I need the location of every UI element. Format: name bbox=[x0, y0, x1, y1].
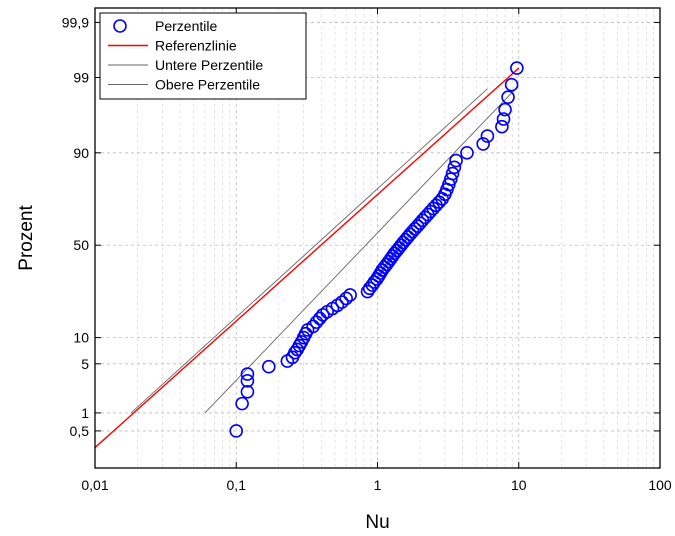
legend-swatch bbox=[113, 19, 127, 33]
y-tick-label: 90 bbox=[73, 145, 89, 161]
data-point bbox=[443, 172, 458, 187]
legend: Perzentile Referenzlinie Untere Perzentile… bbox=[99, 12, 307, 100]
data-point bbox=[445, 166, 460, 181]
legend-entry-label: Referenzlinie bbox=[155, 38, 237, 54]
data-point bbox=[495, 119, 509, 134]
legend-entry-label: Perzentile bbox=[155, 18, 217, 34]
data-point bbox=[449, 153, 463, 168]
data-point bbox=[476, 137, 490, 151]
y-tick-label: 50 bbox=[73, 237, 89, 253]
y-tick-label: 5 bbox=[81, 356, 89, 372]
data-point bbox=[240, 385, 255, 399]
y-tick-label: 99 bbox=[73, 70, 89, 86]
legend-entry-label: Untere Perzentile bbox=[155, 57, 263, 73]
data-point bbox=[306, 319, 320, 334]
data-point bbox=[240, 374, 255, 388]
y-tick-label: 0,5 bbox=[70, 423, 90, 439]
data-point bbox=[288, 345, 302, 360]
axis-ticks: 0,01 0,1 1 10 100 0,5 1 5 10 50 90 99 99,9 bbox=[62, 8, 672, 493]
x-tick-label: 1 bbox=[374, 477, 382, 493]
y-tick-label: 1 bbox=[81, 405, 89, 421]
data-point bbox=[229, 424, 244, 438]
data-point bbox=[262, 359, 276, 374]
x-tick-label: 10 bbox=[511, 477, 527, 493]
x-tick-label: 100 bbox=[648, 477, 672, 493]
data-point bbox=[339, 291, 353, 306]
y-axis-label: Prozent bbox=[16, 205, 37, 271]
series-line-1 bbox=[94, 67, 520, 449]
data-point bbox=[460, 146, 474, 160]
data-point bbox=[501, 90, 515, 104]
grid-lines bbox=[94, 8, 661, 468]
data-point bbox=[510, 61, 524, 75]
data-point bbox=[312, 311, 327, 326]
data-point bbox=[504, 77, 519, 92]
x-axis-label: Nu bbox=[365, 512, 389, 533]
data-point bbox=[498, 102, 512, 117]
series-line-2 bbox=[130, 88, 488, 414]
legend-entry-label: Obere Perzentile bbox=[155, 77, 260, 93]
x-tick-label: 0,01 bbox=[81, 477, 108, 493]
data-point bbox=[480, 129, 495, 143]
data-point bbox=[447, 160, 462, 175]
data-point bbox=[343, 288, 357, 302]
series-line-3 bbox=[204, 88, 516, 414]
data-point bbox=[235, 396, 249, 411]
series-points bbox=[229, 61, 524, 438]
series-lines bbox=[94, 67, 520, 449]
x-tick-label: 0,1 bbox=[227, 477, 247, 493]
y-tick-label: 99,9 bbox=[62, 14, 89, 30]
data-point bbox=[496, 112, 511, 126]
y-tick-label: 10 bbox=[73, 330, 89, 346]
data-point bbox=[240, 367, 255, 381]
data-point bbox=[335, 295, 349, 309]
